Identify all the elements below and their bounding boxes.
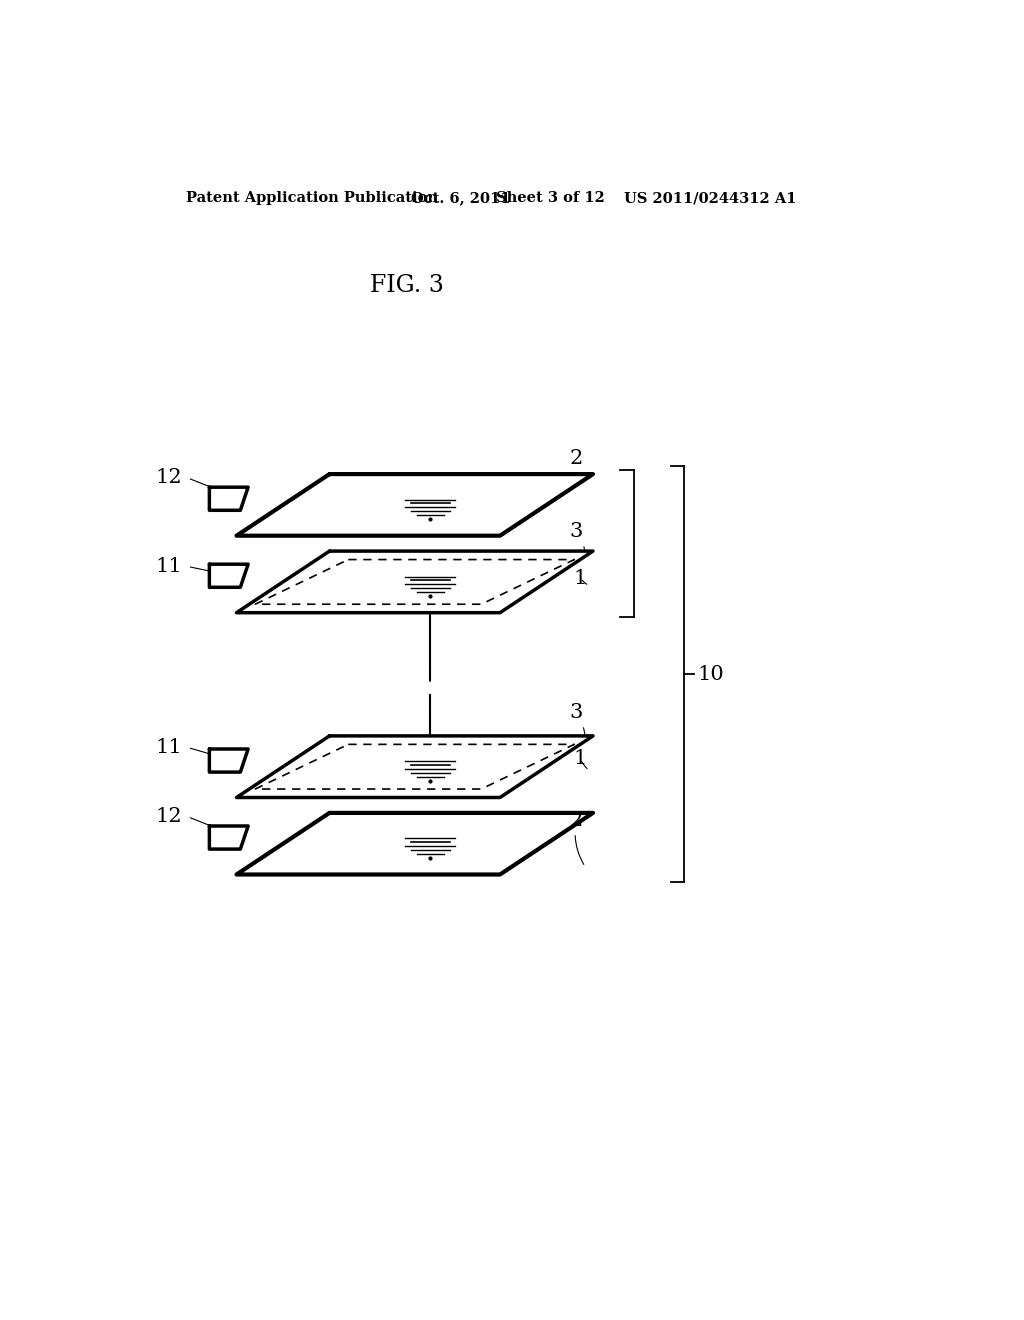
Text: 1: 1 — [573, 569, 587, 587]
Polygon shape — [237, 813, 593, 875]
Text: 3: 3 — [569, 704, 585, 737]
Text: Oct. 6, 2011: Oct. 6, 2011 — [411, 191, 510, 206]
Text: Sheet 3 of 12: Sheet 3 of 12 — [496, 191, 605, 206]
Polygon shape — [209, 748, 248, 772]
Polygon shape — [209, 487, 248, 511]
Text: 1: 1 — [573, 750, 587, 768]
Text: 10: 10 — [697, 665, 724, 684]
Polygon shape — [209, 564, 248, 587]
Text: 11: 11 — [156, 738, 182, 756]
Text: Patent Application Publication: Patent Application Publication — [186, 191, 438, 206]
Text: 2: 2 — [569, 449, 585, 475]
Text: 12: 12 — [156, 808, 182, 826]
Polygon shape — [237, 474, 593, 536]
Text: 12: 12 — [156, 469, 182, 487]
Text: 2: 2 — [569, 810, 584, 865]
Text: 3: 3 — [569, 523, 585, 552]
Text: US 2011/0244312 A1: US 2011/0244312 A1 — [624, 191, 797, 206]
Polygon shape — [237, 737, 593, 797]
Text: FIG. 3: FIG. 3 — [370, 275, 444, 297]
Polygon shape — [237, 552, 593, 612]
Text: 11: 11 — [156, 557, 182, 576]
Polygon shape — [209, 826, 248, 849]
